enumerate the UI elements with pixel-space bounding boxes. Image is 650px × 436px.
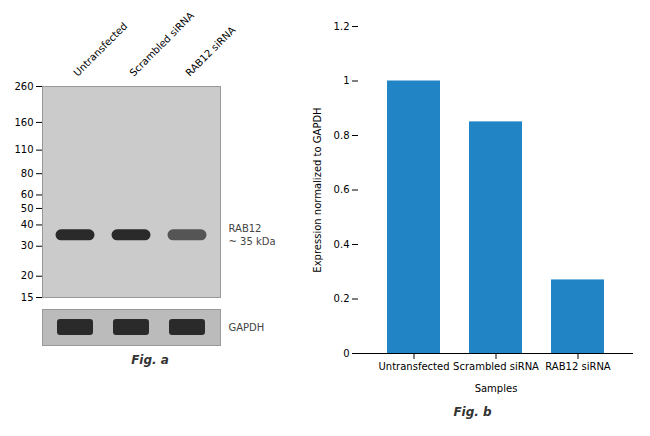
svg-text:RAB12 siRNA: RAB12 siRNA bbox=[183, 24, 237, 78]
svg-text:Untransfected: Untransfected bbox=[379, 361, 450, 372]
svg-text:Samples: Samples bbox=[475, 383, 518, 394]
svg-text:260: 260 bbox=[14, 81, 33, 92]
svg-text:0.4: 0.4 bbox=[334, 239, 350, 250]
svg-text:0.8: 0.8 bbox=[334, 130, 350, 141]
html-text:Fig. a: Fig. a bbox=[131, 353, 169, 367]
svg-text:110: 110 bbox=[14, 144, 33, 155]
svg-text:0.6: 0.6 bbox=[334, 184, 350, 195]
svg-text:Scrambled siRNA: Scrambled siRNA bbox=[453, 361, 539, 372]
svg-text:Expression normalized to GAPDH: Expression normalized to GAPDH bbox=[312, 107, 323, 272]
svg-text:1: 1 bbox=[343, 75, 349, 86]
html-text:Fig. b: Fig. b bbox=[453, 405, 492, 419]
svg-text:Scrambled siRNA: Scrambled siRNA bbox=[127, 9, 196, 79]
svg-text:GAPDH: GAPDH bbox=[229, 322, 265, 333]
svg-text:1.2: 1.2 bbox=[334, 21, 350, 32]
svg-text:RAB12 siRNA: RAB12 siRNA bbox=[545, 361, 611, 372]
svg-text:20: 20 bbox=[21, 270, 34, 281]
svg-text:15: 15 bbox=[21, 292, 34, 301]
svg-text:0.2: 0.2 bbox=[334, 293, 350, 304]
svg-text:50: 50 bbox=[21, 203, 34, 214]
svg-text:80: 80 bbox=[21, 168, 34, 179]
svg-text:160: 160 bbox=[14, 117, 33, 128]
svg-text:RAB12~ 35 kDa: RAB12~ 35 kDa bbox=[229, 223, 276, 247]
svg-text:0: 0 bbox=[343, 348, 349, 359]
svg-text:40: 40 bbox=[21, 219, 34, 230]
svg-text:30: 30 bbox=[21, 240, 34, 251]
svg-text:Untransfected: Untransfected bbox=[71, 20, 129, 78]
svg-text:60: 60 bbox=[21, 189, 34, 200]
